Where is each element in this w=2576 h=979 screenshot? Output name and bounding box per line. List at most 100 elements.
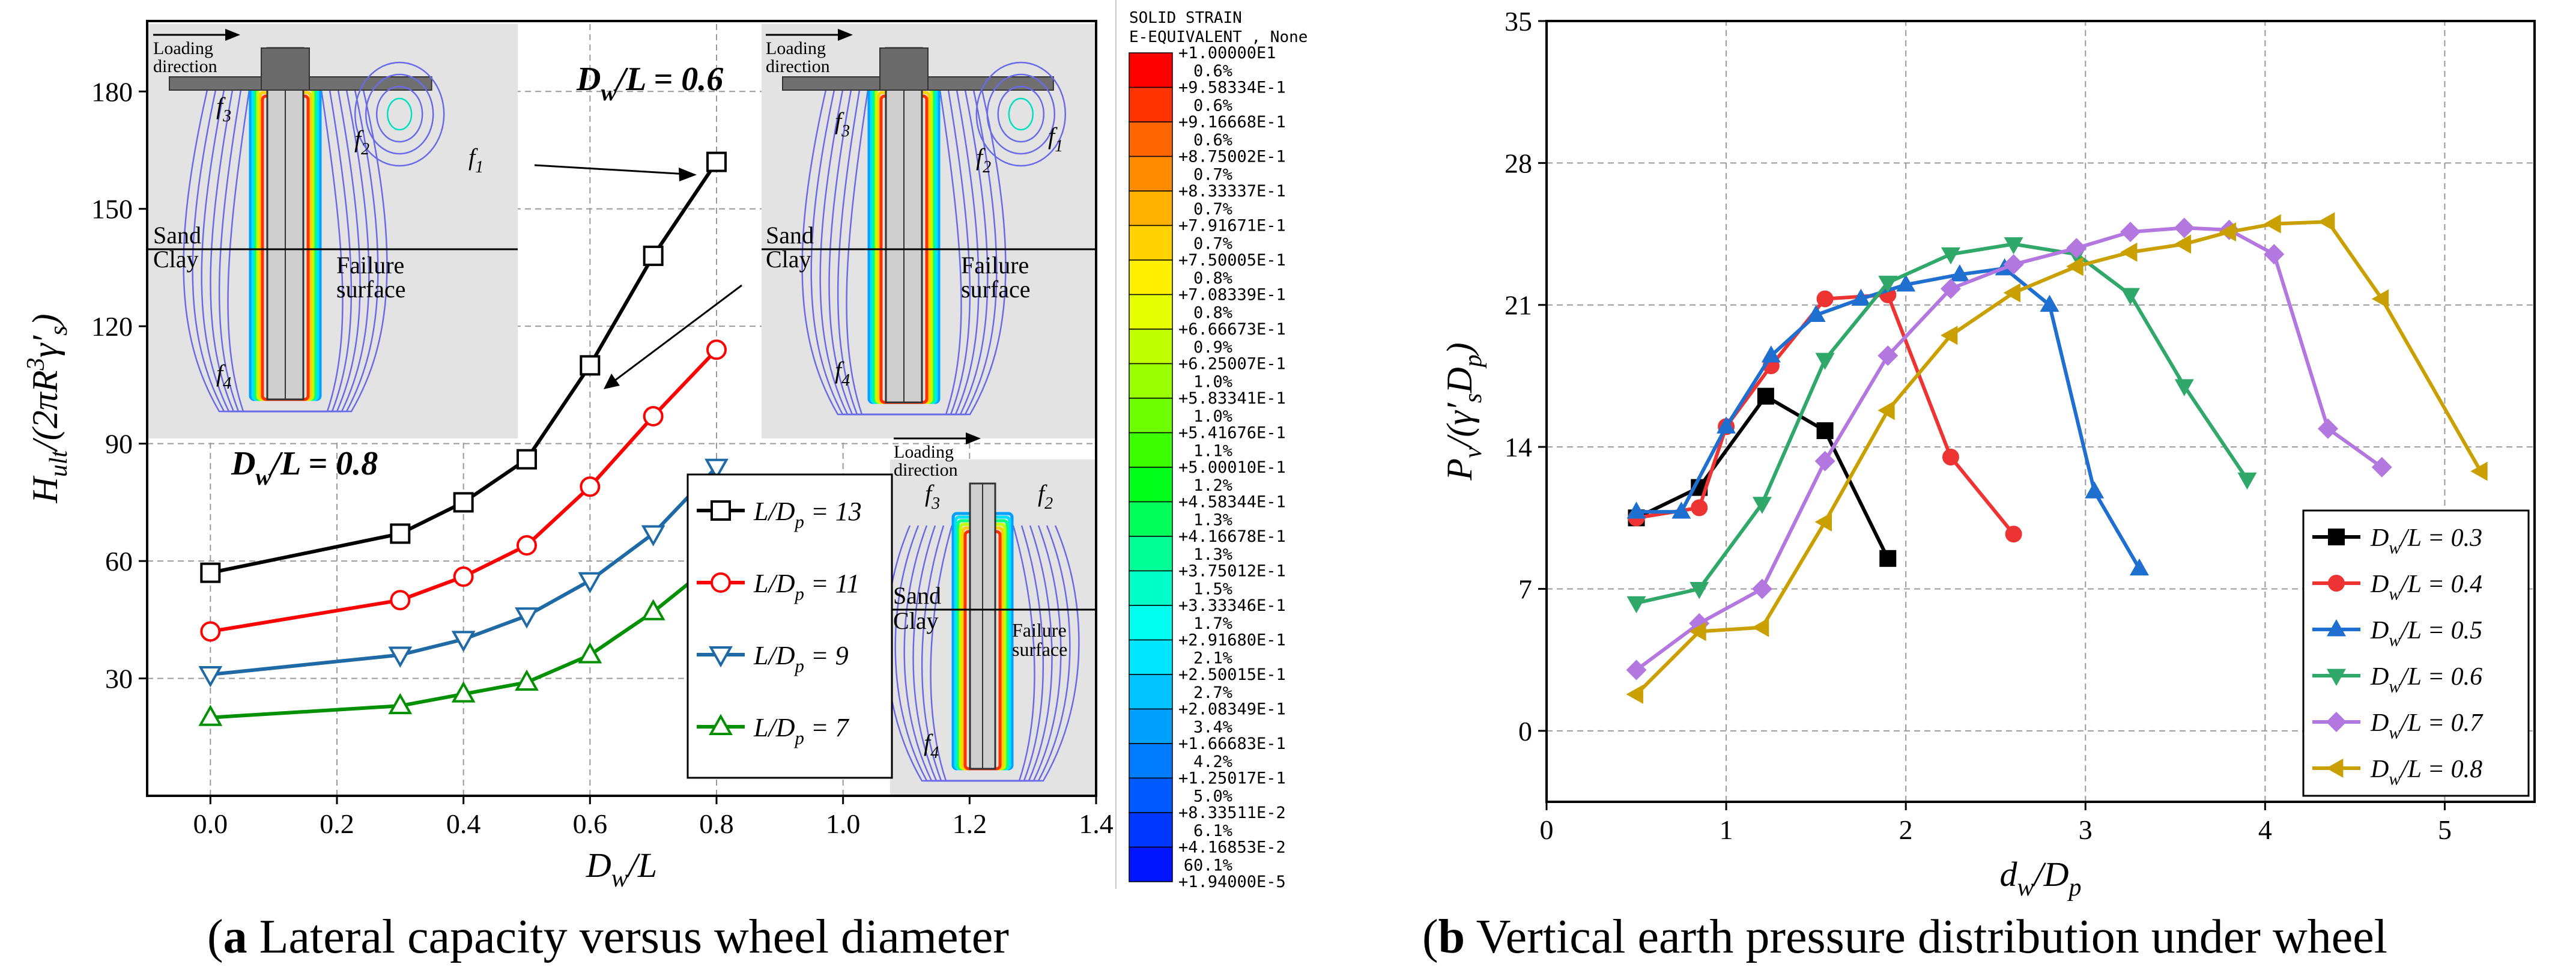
- inset-dw08: [148, 24, 518, 438]
- label-f2-dw06-sub: 2: [983, 158, 991, 177]
- y-axis-label-b-part-0: P: [1440, 458, 1479, 481]
- legend-scale-swatch-17: [1129, 639, 1173, 675]
- legend-scale-level-9: +6.25007E-1: [1178, 355, 1286, 374]
- axes-frame-b: [1545, 20, 2536, 803]
- legend-scale-level-1: +9.58334E-1: [1178, 79, 1286, 97]
- marker-b-2-0: [1626, 502, 1646, 519]
- y-tick-label-b-1: 7: [1518, 574, 1532, 604]
- legend-scale-level-24: +1.94000E-5: [1178, 873, 1286, 891]
- x-tick-label-b-2: 2: [1899, 814, 1913, 845]
- legend-scale-level-10: +5.83341E-1: [1178, 389, 1286, 408]
- x-tick-label-b-0: 0: [1540, 814, 1554, 845]
- legend-b-label-1-main: D: [2370, 571, 2389, 598]
- legend-b: Dw/L = 0.3Dw/L = 0.4Dw/L = 0.5Dw/L = 0.6…: [2302, 509, 2530, 797]
- legend-scale-percent-11: 1.1%: [1193, 441, 1232, 460]
- marker-a-1-1: [390, 590, 411, 611]
- marker-b-5-0: [1626, 685, 1643, 705]
- label-f1-dw06-sub: 1: [1055, 137, 1063, 156]
- marker-b-5-13: [2371, 289, 2389, 309]
- marker-a-3-3: [515, 669, 539, 691]
- legend-scale-swatch-13: [1129, 501, 1173, 537]
- clay-label-dw0: Clay: [893, 607, 939, 634]
- marker-a-1-6: [706, 339, 727, 360]
- legend-b-label-4-tail: /L = 0.7: [2399, 709, 2484, 737]
- x-axis-label-b-part-0: d: [1999, 855, 2017, 894]
- marker-a-3-1: [388, 693, 413, 715]
- y-axis-label-a: Hult/(2πR3γ′s): [22, 314, 73, 503]
- inset-dw08-f1-ring-2: [365, 73, 434, 155]
- legend-b-label-3: Dw/L = 0.6: [2370, 663, 2482, 697]
- marker-b-0-2: [1757, 387, 1774, 405]
- inset-dw06-f1-ring-3: [975, 61, 1067, 167]
- y-axis-label-a-part-6: ): [25, 314, 65, 327]
- marker-a-1-3: [517, 535, 537, 556]
- legend-a-label-1-main: L/D: [753, 569, 795, 598]
- legend-scale-swatch-20: [1129, 743, 1173, 779]
- legend-scale-level-2: +9.16668E-1: [1178, 113, 1286, 132]
- marker-a-2-3: [515, 607, 539, 629]
- y-tick-label-a-4: 150: [91, 194, 133, 225]
- series-line-b-2: [1636, 266, 2141, 570]
- annotation-dw06-main: D: [576, 61, 601, 98]
- legend-scale-swatch-12: [1129, 467, 1173, 503]
- label-f2-dw08-sub: 2: [361, 140, 369, 159]
- inset-dw08-cap: [261, 47, 310, 91]
- legend-a-label-0-main: L/D: [753, 497, 795, 526]
- legend-b-marker-1: [2328, 575, 2345, 592]
- arrow-dw06-head: [604, 374, 620, 389]
- caption-b-label: b: [1438, 911, 1465, 963]
- y-axis-label-b-part-3: s: [1459, 393, 1487, 403]
- legend-b-label-2-sub: w: [2389, 631, 2401, 650]
- legend-b-label-3-tail: /L = 0.6: [2399, 663, 2482, 691]
- marker-a-2-6: [705, 458, 729, 480]
- legend-scale-percent-6: 0.8%: [1193, 269, 1232, 288]
- legend-scale-percent-15: 1.5%: [1193, 580, 1232, 598]
- legend-a-label-0: L/Dp = 13: [753, 497, 862, 532]
- marker-b-3-0: [1626, 596, 1646, 614]
- legend-b-label-1-tail: /L = 0.4: [2399, 571, 2482, 598]
- failure-label-dw0: Failure: [1012, 619, 1067, 641]
- marker-b-4-11: [2264, 244, 2285, 265]
- legend-scale-swatch-23: [1129, 846, 1173, 882]
- marker-b-5-1: [1689, 622, 1706, 641]
- legend-b-label-2: Dw/L = 0.5: [2370, 617, 2482, 650]
- marker-b-2-6: [1896, 274, 1916, 292]
- y-axis-label-a-part-1: ult: [45, 450, 73, 477]
- direction-label-0: direction: [153, 56, 217, 76]
- direction-label-2: direction: [894, 460, 958, 480]
- marker-b-5-8: [2120, 242, 2138, 262]
- legend-b-label-5: Dw/L = 0.8: [2370, 756, 2482, 789]
- sand-label-dw0: Sand: [893, 582, 941, 609]
- surface-label-dw08: surface: [336, 276, 405, 303]
- legend-scale-percent-3: 0.7%: [1193, 165, 1232, 184]
- loading-arrowhead-0: [225, 29, 240, 41]
- marker-b-5-2: [1751, 617, 1769, 637]
- x-tick-label-a-0: 0.0: [193, 808, 228, 839]
- legend-scale-percent-18: 2.7%: [1193, 683, 1232, 702]
- marker-b-2-7: [1950, 264, 1969, 282]
- x-tick-label-a-4: 0.8: [699, 808, 734, 839]
- marker-a-0-1: [390, 523, 411, 544]
- loading-arrowhead-1: [838, 29, 853, 41]
- annotation-dw08-main: D: [231, 445, 255, 482]
- loading-label-0: Loading: [153, 38, 213, 58]
- legend-scale-percent-19: 3.4%: [1193, 718, 1232, 736]
- inset-dw08-contour-5: [183, 89, 388, 413]
- marker-b-4-5: [1940, 278, 1961, 299]
- y-axis-label-b-part-1: v: [1459, 447, 1487, 458]
- annotation-dw08: Dw/L = 0.8: [231, 445, 378, 490]
- marker-b-2-4: [1806, 305, 1826, 323]
- legend-scale-percent-9: 1.0%: [1193, 372, 1232, 391]
- legend-scale-swatch-1: [1129, 86, 1173, 123]
- marker-b-3-2: [1752, 497, 1772, 514]
- marker-b-5-7: [2066, 256, 2084, 276]
- marker-a-0-5: [643, 245, 664, 266]
- legend-b-label-0-tail: /L = 0.3: [2399, 524, 2482, 552]
- y-tick-label-b-5: 35: [1505, 6, 1532, 37]
- x-axis-label-a-part-2: /L: [626, 846, 657, 885]
- marker-b-2-10: [2085, 481, 2105, 499]
- label-f2-dw0-sub: 2: [1044, 494, 1053, 513]
- y-tick-label-b-2: 14: [1505, 432, 1532, 462]
- legend-scale-level-7: +7.08339E-1: [1178, 286, 1286, 305]
